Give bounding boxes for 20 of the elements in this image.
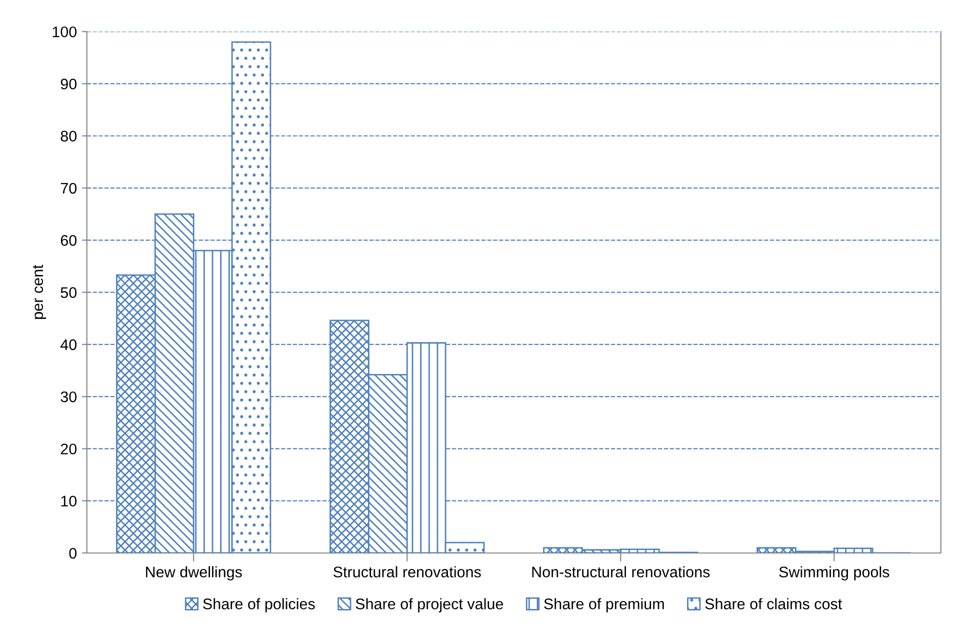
y-tick-label: 0 [69, 548, 77, 559]
y-tick-label: 80 [60, 130, 77, 142]
y-tick-label: 60 [60, 235, 77, 246]
legend-label: Share of claims cost [705, 598, 842, 610]
y-tick-label: 90 [60, 78, 77, 90]
x-tick-label: Structural renovations [334, 566, 481, 578]
y-tick-label: 70 [60, 182, 77, 194]
y-axis-title: per cent [33, 264, 46, 319]
y-tick-label: 50 [60, 287, 77, 298]
x-tick-label: New dwellings [146, 566, 242, 580]
y-tick-label: 10 [61, 496, 77, 507]
y-tick-label: 40 [60, 339, 77, 350]
legend-label: Share of policies [203, 598, 315, 612]
x-tick-label: Non-structural renovations [532, 566, 710, 578]
legend-label: Share of project value [356, 598, 504, 612]
x-tick-label: Swimming pools [779, 566, 890, 580]
y-tick-label: 30 [60, 391, 77, 402]
legend-label: Share of premium [544, 598, 664, 612]
y-tick-label: 100 [52, 26, 77, 38]
y-tick-label: 20 [60, 444, 77, 454]
